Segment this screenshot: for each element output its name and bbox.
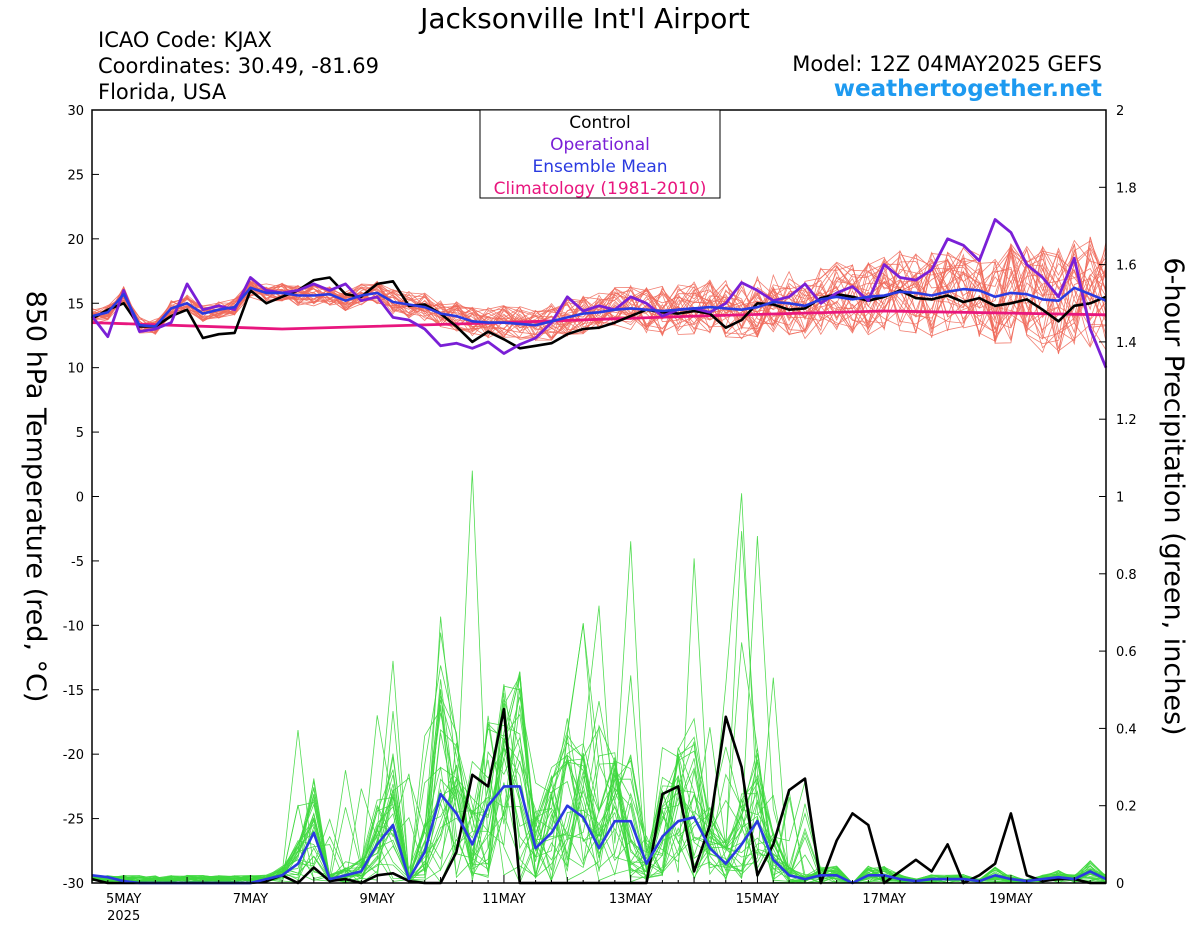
chart-series (90, 218, 1108, 885)
legend-box (479, 109, 721, 199)
page-title: Jacksonville Int'l Airport (420, 2, 750, 35)
x-tick-year: 2025 (107, 909, 140, 924)
right-tick-label: 1 (1116, 491, 1124, 506)
right-tick-label: 1.8 (1116, 181, 1137, 196)
model-run: Model: 12Z 04MAY2025 GEFS (792, 52, 1102, 76)
precip-member-line (91, 695, 1107, 884)
right-tick-label: 0 (1116, 877, 1124, 892)
left-tick-label: 20 (67, 233, 84, 248)
precip-member-line (91, 531, 1107, 884)
website-link[interactable]: weathertogether.net (833, 76, 1102, 102)
precip-member-line (91, 759, 1107, 884)
legend-entry: Control (569, 113, 630, 133)
climatology-temp-line (91, 309, 1107, 331)
plot-area (91, 109, 1107, 884)
temp-member-line (91, 246, 1107, 352)
x-tick-label: 13MAY (609, 892, 653, 907)
left-tick-label: 15 (67, 297, 84, 312)
right-tick-label: 0.2 (1116, 800, 1137, 815)
x-tick-label: 7MAY (233, 892, 268, 907)
precip-member-line (91, 689, 1107, 884)
region: Florida, USA (98, 80, 227, 104)
x-tick-label: 15MAY (736, 892, 780, 907)
ensemble-mean-temp-line (91, 286, 1107, 328)
right-tick-label: 1.6 (1116, 259, 1137, 274)
right-tick-label: 1.2 (1116, 413, 1137, 428)
left-tick-label: 10 (67, 362, 84, 377)
operational-temp-line (90, 218, 1108, 369)
left-tick-label: -10 (63, 619, 84, 634)
left-tick-label: -25 (63, 813, 84, 828)
icao-code: ICAO Code: KJAX (98, 28, 272, 52)
ensemble-members (91, 236, 1107, 885)
right-tick-label: 0.6 (1116, 645, 1137, 660)
left-tick-label: 30 (67, 104, 84, 119)
right-axis-title: 6-hour Precipitation (green, inches) (1158, 257, 1189, 735)
ensemble-mean-precip-line (91, 785, 1107, 885)
right-tick-label: 2 (1116, 104, 1124, 119)
precip-member-line (91, 665, 1107, 884)
left-tick-label: 5 (76, 426, 84, 441)
x-tick-label: 17MAY (862, 892, 906, 907)
precip-member-line (91, 470, 1107, 884)
precip-member-line (91, 660, 1107, 885)
left-tick-label: 25 (67, 168, 84, 183)
left-tick-label: -5 (71, 555, 84, 570)
control-temp-line (91, 276, 1107, 350)
x-tick-label: 5MAY (106, 892, 141, 907)
x-tick-label: 9MAY (360, 892, 395, 907)
legend-entry: Ensemble Mean (532, 157, 667, 177)
right-tick-label: 0.8 (1116, 568, 1137, 583)
x-tick-label: 11MAY (482, 892, 526, 907)
left-tick-label: 0 (76, 491, 84, 506)
coordinates: Coordinates: 30.49, -81.69 (98, 54, 379, 78)
left-tick-label: -15 (63, 684, 84, 699)
left-axis-title: 850 hPa Temperature (red, °C) (20, 291, 51, 703)
chart-axes: 302520151050-5-10-15-20-25-3021.81.61.41… (20, 104, 1189, 924)
legend-entry: Climatology (1981-2010) (494, 179, 707, 199)
legend-entry: Operational (550, 135, 650, 155)
right-tick-label: 0.4 (1116, 722, 1137, 737)
x-tick-label: 19MAY (989, 892, 1033, 907)
left-tick-label: -20 (63, 748, 84, 763)
left-tick-label: -30 (63, 877, 84, 892)
right-tick-label: 1.4 (1116, 336, 1137, 351)
